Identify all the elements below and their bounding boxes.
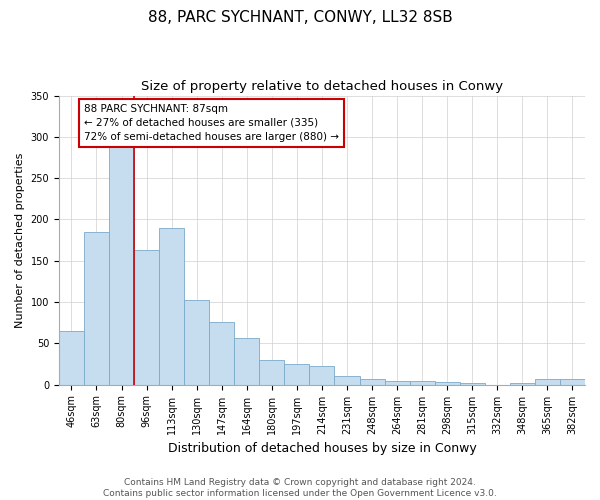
Bar [410,380,434,384]
Bar [385,380,410,384]
Bar [284,364,310,384]
Text: 88 PARC SYCHNANT: 87sqm
← 27% of detached houses are smaller (335)
72% of semi-d: 88 PARC SYCHNANT: 87sqm ← 27% of detache… [84,104,339,142]
Bar [535,379,560,384]
Bar [109,141,134,384]
Bar [234,338,259,384]
Bar [310,366,334,384]
Bar [184,300,209,384]
X-axis label: Distribution of detached houses by size in Conwy: Distribution of detached houses by size … [167,442,476,455]
Text: 88, PARC SYCHNANT, CONWY, LL32 8SB: 88, PARC SYCHNANT, CONWY, LL32 8SB [148,10,452,25]
Bar [359,379,385,384]
Text: Contains HM Land Registry data © Crown copyright and database right 2024.
Contai: Contains HM Land Registry data © Crown c… [103,478,497,498]
Title: Size of property relative to detached houses in Conwy: Size of property relative to detached ho… [141,80,503,93]
Bar [134,250,159,384]
Bar [84,232,109,384]
Bar [434,382,460,384]
Bar [460,383,485,384]
Bar [159,228,184,384]
Y-axis label: Number of detached properties: Number of detached properties [15,152,25,328]
Bar [510,383,535,384]
Bar [334,376,359,384]
Bar [59,331,84,384]
Bar [259,360,284,384]
Bar [560,379,585,384]
Bar [209,322,234,384]
